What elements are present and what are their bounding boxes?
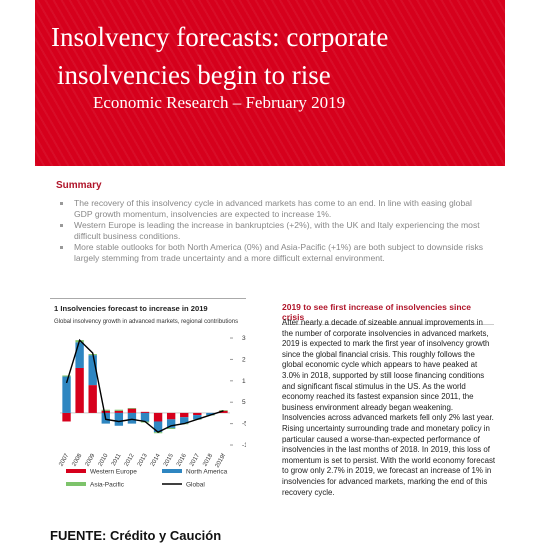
y-tick-label: 15: [242, 378, 246, 385]
bar: [114, 410, 124, 413]
article-heading: 2019 to see first increase of insolvenci…: [282, 302, 494, 325]
x-tick-label: 2011: [111, 452, 123, 467]
title: Insolvency forecasts: corporate: [51, 22, 389, 52]
bar: [88, 355, 97, 386]
chart-subtitle: Global insolvency growth in advanced mar…: [54, 319, 238, 325]
chart: 1 Insolvencies forecast to increase in 2…: [54, 304, 252, 489]
x-tick-label: 2008: [71, 452, 83, 467]
bar: [166, 412, 176, 420]
legend-swatch: [162, 469, 182, 473]
bar: [101, 410, 110, 413]
legend-label: Asia-Pacific: [90, 482, 125, 489]
y-tick-label: -5: [242, 421, 246, 428]
summary-heading: Summary: [56, 180, 102, 191]
bar: [75, 367, 84, 413]
x-tick-label: 2007: [58, 452, 70, 467]
x-tick-label: 2014: [150, 452, 162, 467]
bar: [180, 412, 189, 418]
x-tick-label: 2016: [176, 452, 188, 467]
x-tick-label: 2019f: [214, 453, 227, 469]
bar: [193, 415, 202, 420]
bullet: Western Europe is leading the increase i…: [58, 220, 488, 242]
bar: [140, 412, 150, 422]
legend-label: North America: [186, 469, 228, 476]
y-tick-label: 5: [242, 399, 246, 406]
article-body: After nearly a decade of sizeable annual…: [282, 318, 496, 497]
summary-list: The recovery of this insolvency cycle in…: [58, 198, 488, 264]
bar: [166, 427, 176, 429]
x-tick-label: 2012: [124, 452, 136, 467]
bullet: More stable outlooks for both North Amer…: [58, 242, 488, 264]
chart-title: 1 Insolvencies forecast to increase in 2…: [54, 304, 208, 313]
bar: [193, 412, 202, 416]
x-tick-label: 2009: [85, 452, 97, 467]
legend-label: Western Europe: [90, 469, 137, 476]
bar: [153, 421, 163, 433]
bar: [219, 410, 228, 413]
source: FUENTE: Crédito y Caución: [50, 528, 222, 543]
bar: [114, 412, 124, 426]
bar: [114, 409, 124, 411]
bar: [62, 412, 71, 422]
bar: [219, 410, 228, 411]
bar: [127, 407, 137, 409]
bar: [206, 412, 215, 416]
bar: [166, 419, 176, 428]
bar: [62, 375, 71, 377]
y-tick-label: -15: [242, 442, 246, 449]
x-tick-label: 2017: [189, 452, 201, 467]
chart-box: 1 Insolvencies forecast to increase in 2…: [50, 298, 252, 495]
bar: [140, 411, 150, 413]
bar: [101, 409, 110, 411]
y-tick-label: 25: [242, 356, 246, 363]
bar: [88, 385, 97, 413]
bar: [75, 342, 84, 368]
legend-swatch: [66, 482, 86, 486]
line: [65, 338, 224, 434]
header: Insolvency forecasts: corporate insolven…: [35, 0, 505, 166]
bar: [127, 408, 137, 413]
bar: [62, 376, 71, 413]
bar: [127, 412, 137, 424]
bar: [180, 417, 189, 424]
x-tick-label: 2010: [98, 452, 110, 467]
x-tick-label: 2015: [163, 452, 175, 467]
x-tick-label: 2013: [137, 452, 149, 467]
legend-label: Global: [186, 482, 205, 489]
title: insolvencies begin to rise: [57, 60, 331, 90]
subtitle: Economic Research – February 2019: [93, 93, 346, 112]
bar: [153, 412, 163, 422]
bullet: The recovery of this insolvency cycle in…: [58, 198, 488, 220]
legend-swatch: [66, 469, 86, 473]
x-tick-label: 2018: [202, 452, 214, 467]
y-tick-label: 35: [242, 335, 246, 342]
